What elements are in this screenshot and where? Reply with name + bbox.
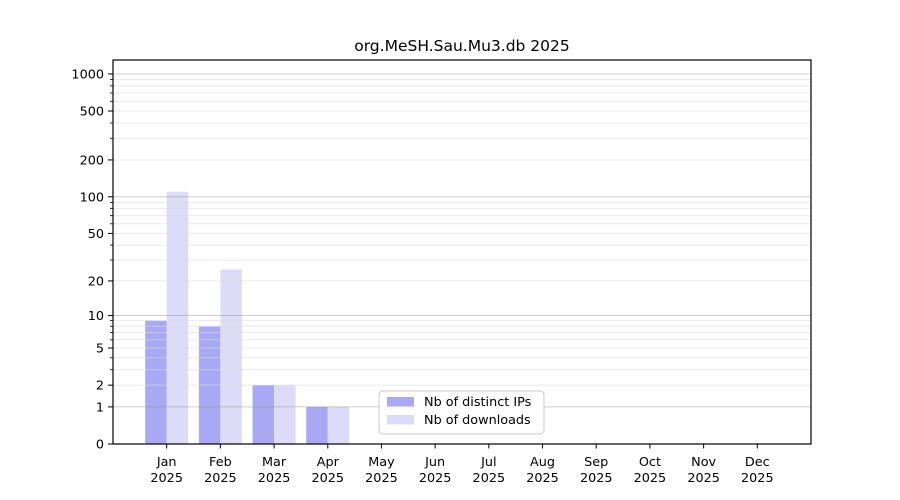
x-tick-label-month: Jul xyxy=(480,455,496,470)
y-tick-label: 20 xyxy=(88,274,104,289)
bar-downloads-mar xyxy=(274,385,296,444)
bars-layer xyxy=(145,191,350,444)
grid-layer xyxy=(113,73,811,408)
x-tick-label-month: Dec xyxy=(745,455,770,470)
legend-box xyxy=(378,390,545,435)
y-tick-label: 0 xyxy=(96,438,104,453)
x-tick-label-year: 2025 xyxy=(311,471,344,486)
x-tick-label-year: 2025 xyxy=(258,471,291,486)
x-tick-label-month: Jun xyxy=(424,455,445,470)
x-tick-label-year: 2025 xyxy=(473,471,506,486)
chart-title: org.MeSH.Sau.Mu3.db 2025 xyxy=(354,37,570,55)
axes-layer xyxy=(108,59,812,449)
x-tick-label-month: Sep xyxy=(584,455,608,470)
bar-distinct-ips-apr xyxy=(306,406,328,444)
legend-label-downloads: Nb of downloads xyxy=(424,413,531,428)
legend-label-distinct-ips: Nb of distinct IPs xyxy=(424,395,532,410)
y-tick-label: 200 xyxy=(80,153,104,168)
legend: Nb of distinct IPs Nb of downloads xyxy=(378,390,545,435)
bar-downloads-apr xyxy=(327,406,350,444)
x-tick-label-year: 2025 xyxy=(634,471,667,486)
y-tick-label: 100 xyxy=(80,190,104,205)
y-tick-label: 10 xyxy=(88,309,104,324)
x-tick-label-month: Jan xyxy=(156,455,177,470)
y-tick-label: 50 xyxy=(88,227,104,242)
x-tick-label-year: 2025 xyxy=(204,471,237,486)
x-tick-label-year: 2025 xyxy=(419,471,452,486)
x-tick-label-month: Feb xyxy=(209,455,232,470)
x-tick-label-month: Mar xyxy=(262,455,287,470)
x-tick-label-year: 2025 xyxy=(741,471,774,486)
x-tick-label-month: Oct xyxy=(639,455,661,470)
legend-swatch-distinct-ips xyxy=(387,397,414,407)
x-tick-label-year: 2025 xyxy=(580,471,613,486)
y-tick-label: 1000 xyxy=(71,67,104,82)
bar-distinct-ips-mar xyxy=(252,385,275,444)
bar-downloads-jan xyxy=(166,191,189,444)
x-tick-label-year: 2025 xyxy=(365,471,398,486)
x-tick-label-year: 2025 xyxy=(687,471,720,486)
plot-border xyxy=(112,59,812,445)
legend-swatch-downloads xyxy=(387,415,414,425)
axis-labels-layer: 01251020501002005001000Jan2025Feb2025Mar… xyxy=(71,67,773,486)
bar-downloads-feb xyxy=(220,269,242,444)
y-tick-label: 2 xyxy=(96,379,104,394)
x-tick-label-month: Aug xyxy=(530,455,555,470)
y-tick-label: 500 xyxy=(80,105,104,120)
y-tick-label: 1 xyxy=(96,400,104,415)
y-tick-label: 5 xyxy=(96,342,104,357)
x-tick-label-month: May xyxy=(368,455,395,470)
x-tick-label-year: 2025 xyxy=(526,471,559,486)
x-tick-label-month: Nov xyxy=(691,455,716,470)
bar-distinct-ips-jan xyxy=(145,320,167,444)
x-tick-label-month: Apr xyxy=(317,455,340,470)
x-tick-label-year: 2025 xyxy=(150,471,183,486)
